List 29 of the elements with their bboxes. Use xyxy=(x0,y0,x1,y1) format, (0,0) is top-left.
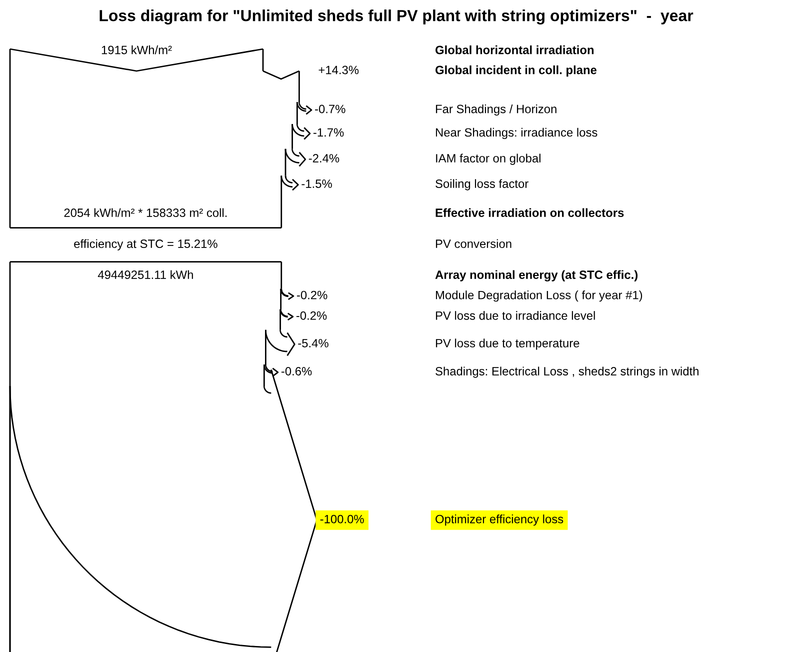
category-label: Soiling loss factor xyxy=(436,179,528,190)
category-label: Module Degradation Loss ( for year #1) xyxy=(436,290,642,302)
category-label: Effective irradiation on collectors xyxy=(436,208,624,218)
data-label: -0.2% xyxy=(296,311,327,320)
category-label: PV conversion xyxy=(436,239,512,248)
text: efficiency at STC = 15.21% xyxy=(74,239,218,250)
category-label: Array nominal energy (at STC effic.) xyxy=(435,270,638,282)
text: 2054 kWh/m² * 158333 m² coll. xyxy=(64,208,227,218)
category-label: Near Shadings: irradiance loss xyxy=(436,128,598,140)
text: Loss diagram for "Unlimited sheds full PV plant with string optimizers" - year xyxy=(100,10,694,24)
category-label: IAM factor on global xyxy=(436,154,540,165)
data-label: +14.3% xyxy=(318,66,359,74)
data-label: -5.4% xyxy=(298,338,328,348)
data-label: -0.6% xyxy=(281,367,312,376)
data-label: -100.0% xyxy=(320,514,364,524)
text: 49449251.11 kWh xyxy=(98,270,193,280)
category-label: Global horizontal irradiation xyxy=(435,45,594,54)
category-label: Shadings: Electrical Loss , sheds2 strings in width xyxy=(436,366,698,378)
data-label: -0.2% xyxy=(296,290,328,300)
category-label: Global incident in coll. plane xyxy=(435,65,597,77)
data-label: -2.4% xyxy=(308,154,340,162)
text: 1915 kWh/m² xyxy=(102,45,172,54)
data-label: -1.5% xyxy=(302,180,332,188)
category-label: PV loss due to temperature xyxy=(436,338,580,350)
data-label: -0.7% xyxy=(315,104,346,114)
data-label: -1.7% xyxy=(313,128,344,137)
category-label: PV loss due to irradiance level xyxy=(436,311,595,320)
category-label: Optimizer efficiency loss xyxy=(436,514,564,526)
category-label: Far Shadings / Horizon xyxy=(436,104,556,116)
